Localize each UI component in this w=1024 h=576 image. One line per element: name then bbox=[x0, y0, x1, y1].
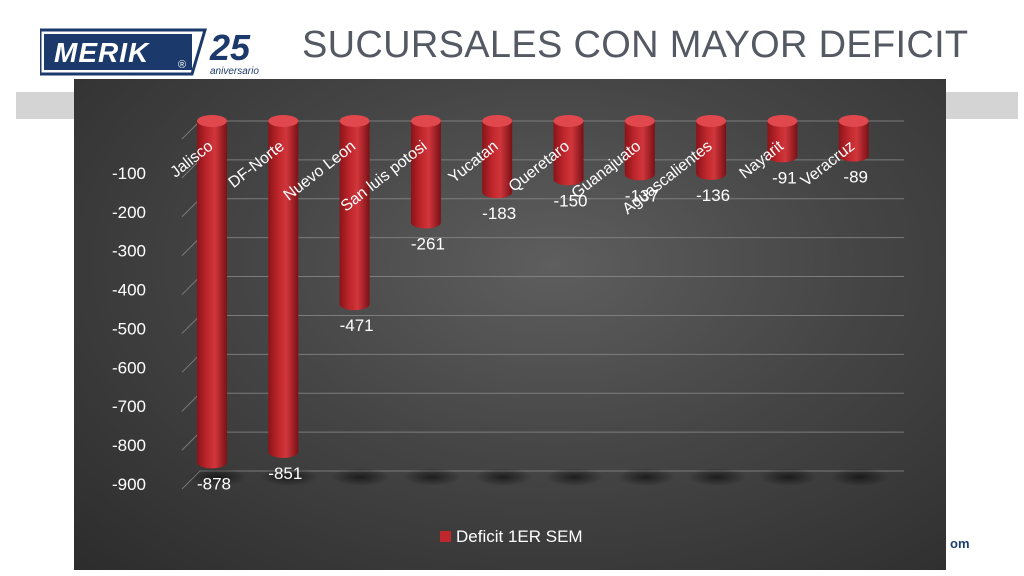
y-tick-label: -600 bbox=[112, 358, 146, 377]
logo-anniversary-number: 25 bbox=[209, 27, 251, 68]
bar bbox=[545, 115, 604, 486]
bar bbox=[759, 115, 818, 486]
data-label: -89 bbox=[843, 168, 868, 187]
bar bbox=[260, 115, 319, 486]
y-tick-label: -800 bbox=[112, 436, 146, 455]
y-tick-label: -100 bbox=[112, 164, 146, 183]
logo-anniversary-word: aniversario bbox=[210, 66, 259, 77]
logo-registered-mark: ® bbox=[178, 59, 186, 71]
y-tick-label: -700 bbox=[112, 397, 146, 416]
data-label: -878 bbox=[197, 474, 231, 493]
data-label: -851 bbox=[268, 464, 302, 483]
data-label: -471 bbox=[340, 316, 374, 335]
data-label: -183 bbox=[482, 204, 516, 223]
bar bbox=[189, 115, 247, 486]
bar bbox=[331, 115, 390, 486]
bar bbox=[402, 115, 461, 486]
deficit-chart: -100 -200 -300 -400 -500 -600 -700 -800 -900 -878… bbox=[112, 115, 904, 546]
merik-logo: MERIK ® 25 aniversario bbox=[40, 27, 259, 77]
page-title: SUCURSALES CON MAYOR DEFICIT bbox=[302, 24, 969, 66]
legend-label: Deficit 1ER SEM bbox=[456, 527, 583, 546]
data-label: -136 bbox=[696, 186, 730, 205]
bar bbox=[830, 115, 889, 486]
bar bbox=[616, 115, 675, 486]
y-tick-label: -900 bbox=[112, 475, 146, 494]
data-label: -91 bbox=[772, 168, 797, 187]
y-tick-label: -400 bbox=[112, 281, 146, 300]
bar bbox=[474, 115, 533, 486]
data-label: -261 bbox=[411, 235, 445, 254]
bar bbox=[688, 115, 747, 486]
y-tick-label: -500 bbox=[112, 319, 146, 338]
data-label: -150 bbox=[553, 191, 587, 210]
logo-brand-text: MERIK bbox=[54, 37, 150, 68]
y-tick-label: -300 bbox=[112, 242, 146, 261]
chart-area: -100 -200 -300 -400 -500 -600 -700 -800 -900 -878… bbox=[74, 79, 946, 570]
footer-text: om bbox=[950, 536, 970, 551]
data-label: -137 bbox=[625, 186, 659, 205]
legend: Deficit 1ER SEM bbox=[440, 527, 583, 546]
legend-swatch bbox=[440, 531, 451, 542]
y-tick-label: -200 bbox=[112, 203, 146, 222]
